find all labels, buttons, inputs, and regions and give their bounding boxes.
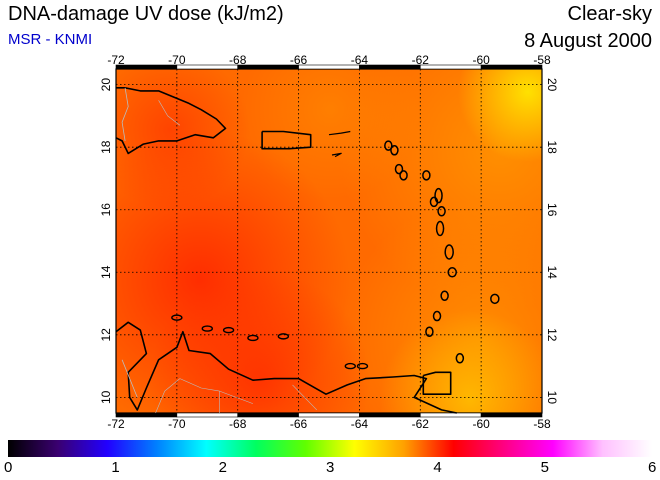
virgin-islands-coastline xyxy=(328,130,351,136)
latitude-tick-label-right: 14 xyxy=(545,266,559,280)
state-border xyxy=(155,378,254,414)
island-coastline xyxy=(440,290,449,301)
longitude-tick-label-bottom: -64 xyxy=(351,417,369,431)
latitude-tick-label-left: 18 xyxy=(99,140,113,154)
colorbar-tick-label: 0 xyxy=(4,459,13,476)
longitude-tick-label-bottom: -72 xyxy=(107,417,125,431)
latitude-tick-label-left: 16 xyxy=(99,203,113,217)
longitude-tick-label-bottom: -58 xyxy=(533,417,551,431)
longitude-tick-label-top: -68 xyxy=(229,53,247,67)
longitude-tick-label-bottom: -62 xyxy=(412,417,430,431)
latitude-tick-label-left: 14 xyxy=(99,265,113,279)
longitude-tick-label-top: -66 xyxy=(290,53,308,67)
island-coastline xyxy=(384,140,393,151)
colorbar-tick-label: 6 xyxy=(648,459,657,476)
longitude-tick-label-top: -72 xyxy=(107,53,125,67)
latitude-tick-label-right: 16 xyxy=(545,203,559,217)
longitude-tick-label-top: -64 xyxy=(351,53,369,67)
island-coastline xyxy=(432,310,442,322)
island-coastline xyxy=(344,362,356,370)
st-croix-coastline xyxy=(331,152,342,158)
longitude-tick-label-top: -62 xyxy=(412,53,430,67)
island-coastline xyxy=(399,170,408,181)
latitude-tick-label-right: 18 xyxy=(545,141,559,155)
island-coastline xyxy=(447,267,457,278)
island-coastline xyxy=(425,326,434,337)
latitude-tick-label-left: 12 xyxy=(99,328,113,342)
latitude-tick-label-right: 20 xyxy=(545,78,559,92)
trinidad-coastline xyxy=(422,371,452,395)
island-coastline xyxy=(390,145,399,156)
date-label: 8 August 2000 xyxy=(524,30,652,52)
longitude-tick-label-bottom: -66 xyxy=(290,417,308,431)
colorbar-tick-label: 5 xyxy=(540,459,549,476)
island-coastline xyxy=(435,220,445,237)
country-border xyxy=(121,359,138,398)
state-border xyxy=(292,384,318,411)
colorbar-tick-label: 4 xyxy=(433,459,442,476)
province-border xyxy=(158,100,181,126)
uv-dose-map: -72 -72 -70 -70 -68 -68 -66 -66 -64 -64 -62 -62 -60 -… xyxy=(99,53,559,431)
island-coastline xyxy=(394,163,404,175)
uv-field-shade xyxy=(116,69,542,413)
island-coastline xyxy=(247,334,259,342)
map-title: DNA-damage UV dose (kJ/m2) xyxy=(8,3,284,25)
longitude-tick-label-top: -58 xyxy=(533,53,551,67)
longitude-tick-label-bottom: -70 xyxy=(168,417,186,431)
puerto-rico-coastline xyxy=(261,130,312,150)
latitude-tick-label-left: 20 xyxy=(99,78,113,92)
island-coastline xyxy=(455,353,465,364)
colorbar-tick-label: 3 xyxy=(326,459,335,476)
hispaniola-coastline xyxy=(115,87,227,155)
island-coastline xyxy=(201,325,213,332)
latitude-tick-label-right: 12 xyxy=(545,328,559,342)
island-coastline xyxy=(490,293,500,305)
sky-condition-label: Clear-sky xyxy=(567,3,652,25)
latitude-tick-label-left: 10 xyxy=(99,390,113,404)
longitude-tick-label-bottom: -60 xyxy=(472,417,490,431)
latitude-tick-label-right: 10 xyxy=(545,391,559,405)
longitude-tick-label-top: -60 xyxy=(472,53,490,67)
island-coastline xyxy=(444,244,454,260)
frame-scale-bar xyxy=(480,412,543,418)
country-border xyxy=(121,87,129,141)
island-coastline xyxy=(171,314,183,321)
island-coastline xyxy=(356,362,369,370)
longitude-tick-label-bottom: -68 xyxy=(229,417,247,431)
colorbar-tick-label: 2 xyxy=(218,459,227,476)
frame-scale-bar xyxy=(480,64,543,70)
island-coastline xyxy=(277,333,290,340)
source-label: MSR - KNMI xyxy=(8,31,93,48)
island-coastline xyxy=(222,326,235,334)
colorbar xyxy=(8,440,652,457)
longitude-tick-label-top: -70 xyxy=(168,53,186,67)
island-coastline xyxy=(422,170,431,181)
colorbar-tick-label: 1 xyxy=(111,459,120,476)
island-coastline xyxy=(434,187,443,204)
island-coastline xyxy=(437,206,446,217)
